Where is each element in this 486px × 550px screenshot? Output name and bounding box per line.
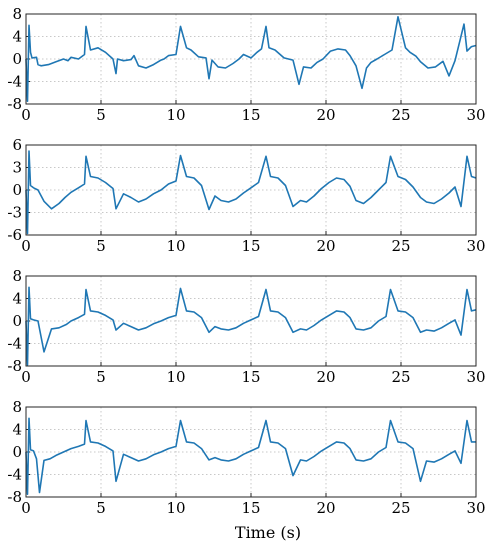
- x-tick-label: 30: [466, 106, 485, 124]
- y-tick-label: -4: [7, 466, 22, 484]
- y-tick-label: 0: [12, 312, 22, 330]
- x-tick-label: 5: [96, 106, 106, 124]
- x-tick-label: 15: [241, 106, 260, 124]
- x-tick-label: 0: [21, 237, 31, 255]
- x-tick-label: 15: [241, 237, 260, 255]
- y-tick-label: 6: [12, 136, 22, 154]
- subplot-3: 0 5 10 15 20 25 30 8 4 0 -4 -8: [7, 267, 485, 386]
- y-tick-label: 4: [12, 28, 22, 46]
- y-tick-label: -8: [7, 95, 22, 113]
- x-tick-label: 20: [316, 368, 335, 386]
- x-tick-label: 20: [316, 499, 335, 517]
- y-tick-label: 8: [12, 267, 22, 285]
- x-tick-label: 0: [21, 499, 31, 517]
- x-tick-label: 30: [466, 237, 485, 255]
- x-tick-label: 20: [316, 106, 335, 124]
- x-tick-label: 10: [166, 499, 185, 517]
- axes-frame: [25, 13, 477, 105]
- y-tick-label: 0: [12, 50, 22, 68]
- series-line-1: [25, 417, 476, 496]
- x-tick-label: 10: [166, 368, 185, 386]
- x-tick-label: 25: [391, 237, 410, 255]
- series-line-1: [25, 150, 477, 235]
- y-tick-label: -4: [7, 73, 22, 91]
- y-tick-label: 8: [12, 398, 22, 416]
- x-tick-label: 10: [166, 237, 185, 255]
- x-tick-label: 5: [96, 368, 106, 386]
- x-tick-label: 10: [166, 106, 185, 124]
- x-tick-label: 15: [241, 499, 260, 517]
- axes-frame: [25, 406, 477, 498]
- y-tick-label: 8: [12, 5, 22, 23]
- y-tick-label: -6: [7, 226, 22, 244]
- x-tick-label: 25: [391, 499, 410, 517]
- series-line-1: [25, 15, 477, 102]
- x-tick-label: 5: [96, 237, 106, 255]
- series-line-1: [25, 286, 477, 366]
- y-tick-label: -4: [7, 335, 22, 353]
- x-tick-label: 30: [466, 368, 485, 386]
- subplot-1: 0 5 10 15 20 25 30 8 4 0 -4 -8: [7, 5, 485, 124]
- y-tick-label: -3: [7, 204, 22, 222]
- subplot-4: 0 5 10 15 20 25 30 8 4 0 -4 -8: [7, 398, 485, 517]
- y-tick-label: 4: [12, 421, 22, 439]
- y-tick-label: 3: [12, 159, 22, 177]
- y-tick-label: 0: [12, 443, 22, 461]
- x-axis-label: Time (s): [235, 523, 301, 542]
- x-tick-label: 0: [21, 106, 31, 124]
- x-tick-label: 30: [466, 499, 485, 517]
- axes-frame: [25, 144, 477, 236]
- x-tick-label: 5: [96, 499, 106, 517]
- x-tick-label: 25: [391, 368, 410, 386]
- x-tick-label: 25: [391, 106, 410, 124]
- x-tick-label: 20: [316, 237, 335, 255]
- x-tick-label: 0: [21, 368, 31, 386]
- y-tick-label: -8: [7, 357, 22, 375]
- y-tick-label: 0: [12, 181, 22, 199]
- y-tick-label: -8: [7, 488, 22, 506]
- axes-frame: [25, 275, 477, 367]
- x-tick-label: 15: [241, 368, 260, 386]
- y-tick-label: 4: [12, 290, 22, 308]
